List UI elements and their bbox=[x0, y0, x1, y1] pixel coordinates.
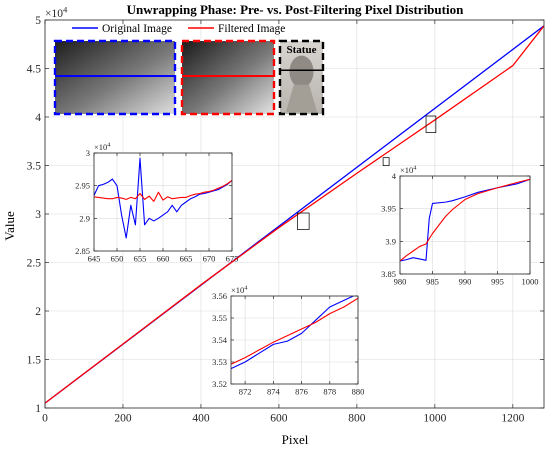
original-image-thumb-border bbox=[53, 39, 177, 116]
inset2-xtick-label: 880 bbox=[352, 387, 365, 397]
inset1-ytick-label: 2.9 bbox=[79, 213, 90, 223]
inset3-ytick-label: 3.85 bbox=[381, 269, 396, 279]
zoom-box-3 bbox=[425, 115, 437, 133]
main-ytick-label: 4.5 bbox=[27, 64, 42, 76]
main-ytick-label: 3 bbox=[35, 209, 41, 221]
legend-label-filtered: Filtered Image bbox=[218, 23, 285, 35]
inset1-series-original bbox=[94, 157, 232, 239]
inset3-xtick-label: 995 bbox=[491, 277, 504, 287]
inset2-xtick-label: 872 bbox=[239, 387, 252, 397]
inset2-y-exponent: ×104 bbox=[231, 285, 248, 295]
main-xtick-label: 600 bbox=[270, 413, 288, 425]
inset2-ytick-label: 3.54 bbox=[212, 335, 228, 345]
filtered-image-thumb-pixels bbox=[182, 41, 274, 114]
main-ytick-label: 3.5 bbox=[27, 161, 42, 173]
image-thumbnails: Statue bbox=[53, 39, 325, 116]
inset1-xtick-label: 660 bbox=[157, 254, 170, 264]
filtered-image-thumb-border bbox=[180, 39, 276, 116]
inset2-series-original bbox=[231, 296, 355, 370]
inset1-ytick-label: 2.85 bbox=[75, 246, 90, 256]
y-axis-label: Value bbox=[2, 211, 17, 241]
main-xtick-label: 1000 bbox=[423, 413, 446, 425]
inset3-y-exponent: ×104 bbox=[400, 165, 417, 175]
main-ytick-label: 1 bbox=[35, 403, 41, 415]
statue-label: Statue bbox=[287, 44, 317, 56]
legend-label-original: Original Image bbox=[102, 23, 172, 35]
original-image-thumb-pixels bbox=[55, 41, 175, 114]
inset3-ytick-label: 3.95 bbox=[381, 204, 396, 214]
figure-title: Unwrapping Phase: Pre- vs. Post-Filterin… bbox=[127, 2, 464, 17]
inset2-ytick-label: 3.56 bbox=[212, 291, 227, 301]
inset1-series-filtered bbox=[94, 179, 232, 202]
inset1-xtick-label: 655 bbox=[134, 254, 147, 264]
statue-head bbox=[289, 55, 314, 88]
inset2-ytick-label: 3.52 bbox=[212, 379, 227, 389]
inset-axes-1: 645 650 655 660 665 670 675 2.85 2.9 2.95 3 ×104 bbox=[75, 142, 238, 264]
main-y-exponent: ×104 bbox=[45, 4, 68, 20]
statue-body bbox=[286, 84, 317, 112]
inset3-series-filtered bbox=[400, 178, 530, 262]
inset3-xtick-label: 985 bbox=[426, 277, 439, 287]
inset3-xtick-label: 990 bbox=[459, 277, 472, 287]
main-series-filtered bbox=[45, 25, 544, 404]
main-ytick-label: 4 bbox=[35, 112, 41, 124]
statue-image-thumb: Statue bbox=[278, 39, 325, 116]
main-ytick-label: 1.5 bbox=[27, 355, 42, 367]
inset1-xtick-label: 645 bbox=[88, 254, 101, 264]
inset1-xtick-label: 675 bbox=[226, 254, 239, 264]
main-xtick-label: 800 bbox=[348, 413, 366, 425]
inset3-xtick-label: 980 bbox=[394, 277, 407, 287]
x-axis-label: Pixel bbox=[282, 432, 309, 447]
statue-image-thumb-border bbox=[278, 39, 325, 116]
main-ytick-label: 2.5 bbox=[27, 258, 42, 270]
main-xtick-label: 1200 bbox=[501, 413, 524, 425]
inset1-xtick-label: 665 bbox=[180, 254, 193, 264]
filtered-image-thumb bbox=[180, 39, 276, 116]
inset2-xtick-label: 874 bbox=[267, 387, 281, 397]
legend: Original Image Filtered Image bbox=[72, 23, 285, 35]
inset3-ytick-label: 4 bbox=[392, 171, 397, 181]
inset3-ytick-label: 3.9 bbox=[385, 236, 396, 246]
inset1-xtick-label: 670 bbox=[203, 254, 216, 264]
main-xtick-label: 200 bbox=[114, 413, 132, 425]
inset2-xtick-label: 876 bbox=[295, 387, 308, 397]
inset3-xtick-label: 1000 bbox=[522, 277, 539, 287]
inset-axes-3: 980 985 990 995 1000 3.85 3.9 3.95 4×104 bbox=[381, 165, 538, 287]
inset2-ytick-label: 3.53 bbox=[212, 357, 227, 367]
inset2-series-filtered bbox=[231, 297, 358, 365]
main-xtick-label: 0 bbox=[42, 413, 48, 425]
inset2-ytick-label: 3.55 bbox=[212, 313, 227, 323]
inset-axes-2: 872 874 876 878 880 3.52 3.53 3.54 3.55 3.56 ×104 bbox=[212, 285, 364, 397]
zoom-boxes bbox=[296, 115, 437, 230]
zoom-box-2 bbox=[382, 157, 390, 167]
zoom-box-1 bbox=[296, 212, 310, 230]
original-image-thumb bbox=[53, 39, 177, 116]
main-ytick-label: 2 bbox=[35, 306, 41, 318]
main-ytick-label: 5 bbox=[35, 15, 41, 27]
inset2-xtick-label: 878 bbox=[323, 387, 336, 397]
inset1-y-exponent: ×104 bbox=[94, 142, 111, 152]
inset1-ytick-label: 2.95 bbox=[75, 181, 90, 191]
main-xtick-label: 400 bbox=[192, 413, 210, 425]
inset1-xtick-label: 650 bbox=[111, 254, 124, 264]
inset1-ytick-label: 3 bbox=[86, 148, 90, 158]
